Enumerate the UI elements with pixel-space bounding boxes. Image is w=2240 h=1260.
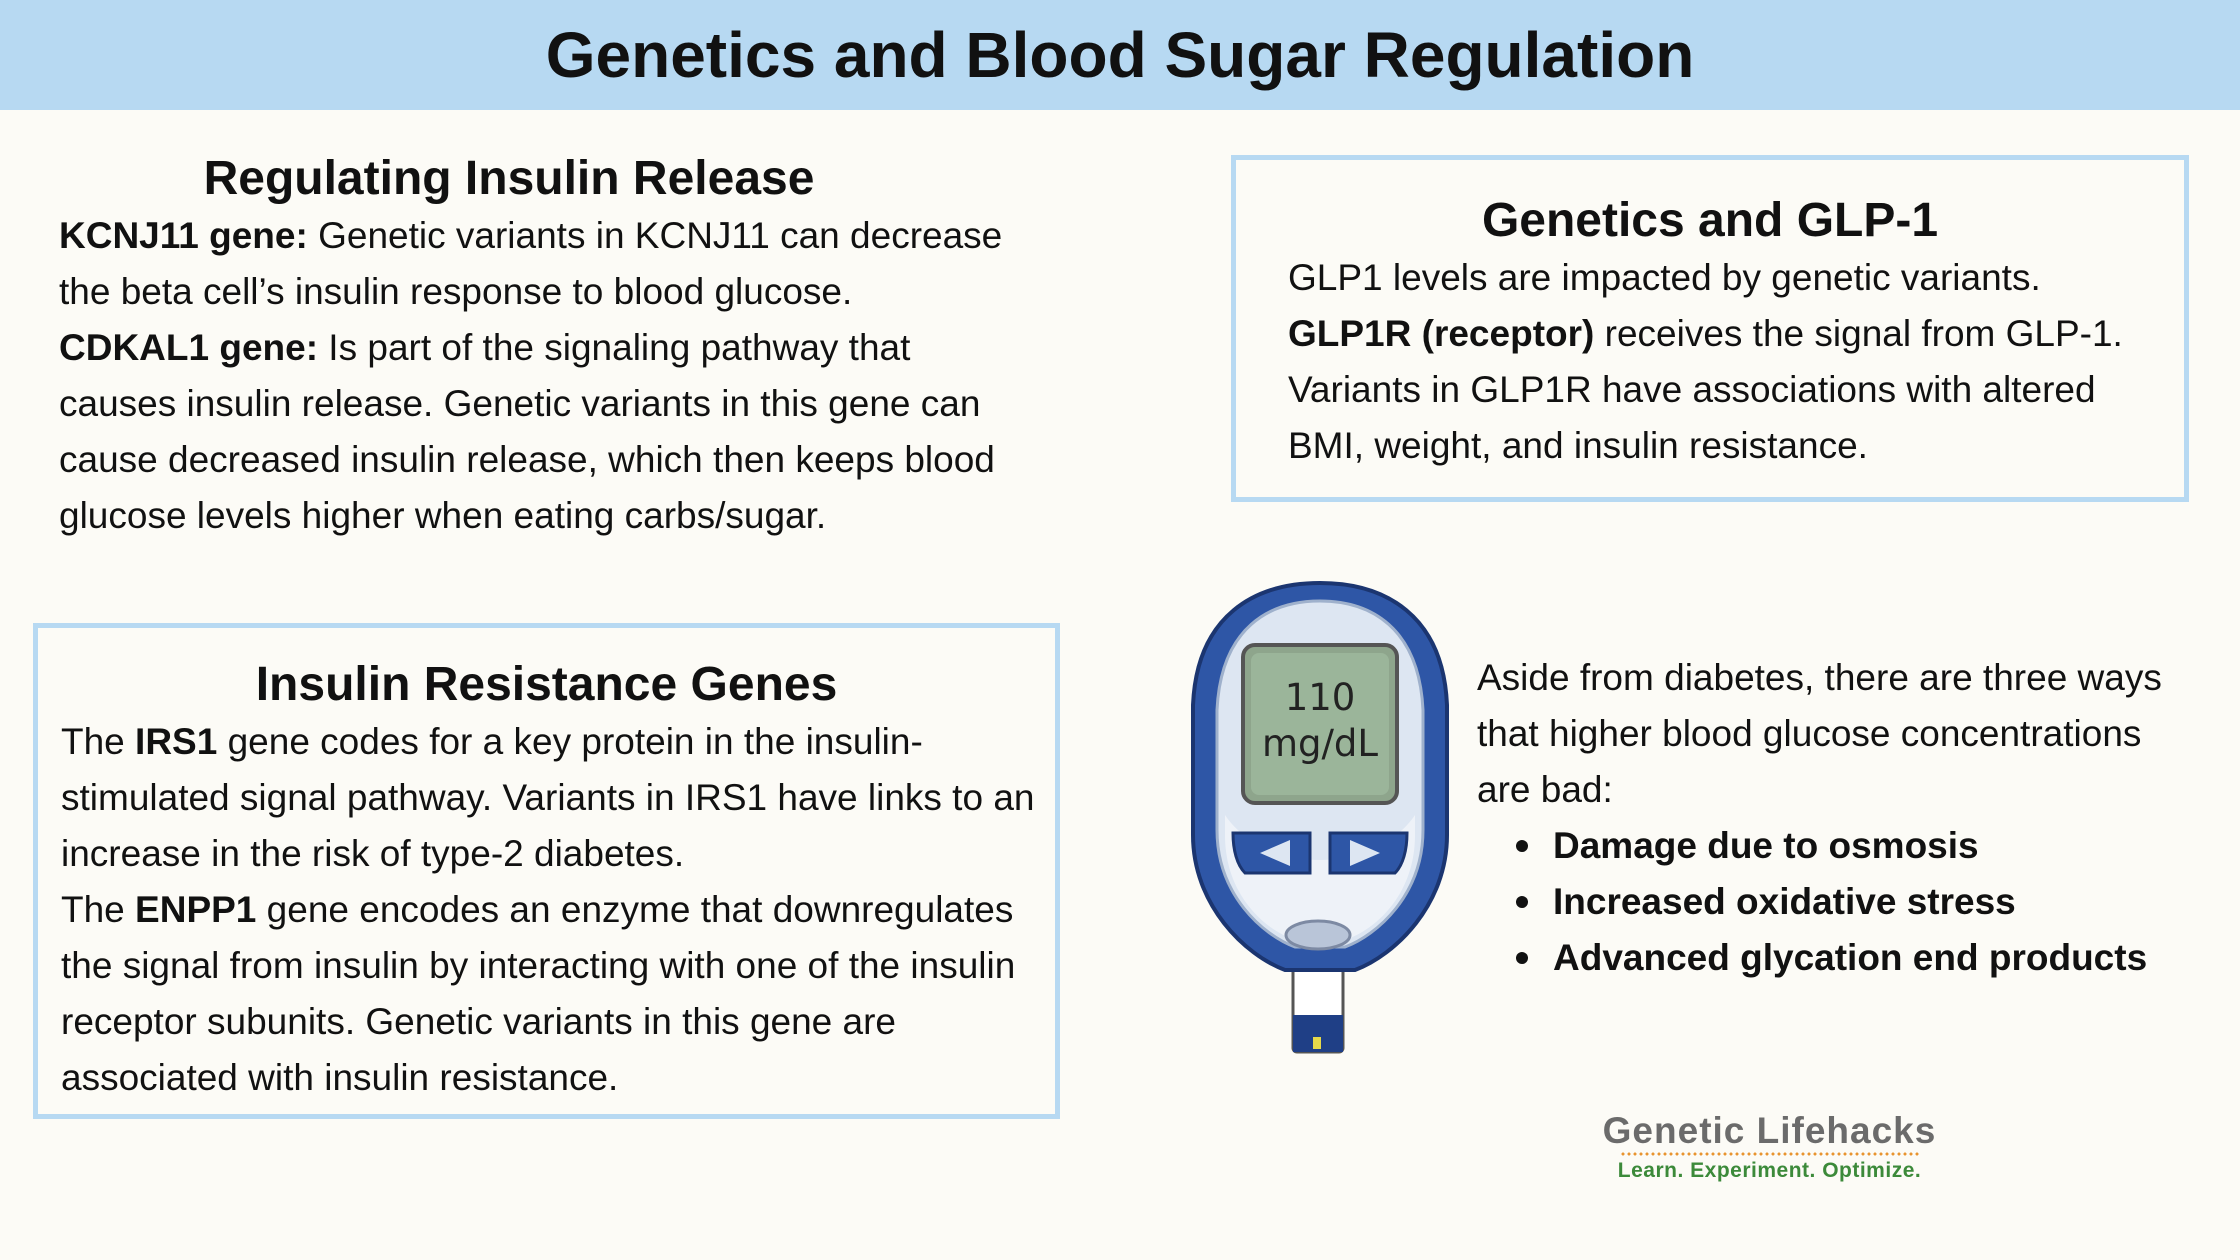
glp1-line1: GLP1 levels are impacted by genetic vari… (1288, 257, 2041, 298)
insulin-release-heading: Regulating Insulin Release (203, 152, 815, 205)
aside-section: Aside from diabetes, there are three way… (1477, 650, 2197, 986)
logo-dotted-line (1619, 1152, 1920, 1156)
insulin-release-section: Regulating Insulin Release KCNJ11 gene: … (59, 150, 1059, 544)
aside-intro: Aside from diabetes, there are three way… (1477, 657, 2162, 810)
title-banner: Genetics and Blood Sugar Regulation (0, 0, 2240, 110)
glp1-box: Genetics and GLP-1 GLP1 levels are impac… (1231, 155, 2189, 502)
meter-reading-value: 110 (1284, 676, 1356, 719)
irs1-label: IRS1 (135, 721, 218, 762)
glp1-heading: Genetics and GLP-1 (1481, 194, 1939, 247)
enpp1-label: ENPP1 (135, 889, 257, 930)
aside-list: Damage due to osmosis Increased oxidativ… (1477, 818, 2197, 986)
logo-brand: Genetic Lifehacks (1602, 1110, 1937, 1151)
cdkal1-text: Is part of the signaling pathway that ca… (59, 327, 995, 536)
insulin-resistance-heading: Insulin Resistance Genes (255, 658, 838, 711)
kcnj11-label: KCNJ11 gene: (59, 215, 308, 256)
genetic-lifehacks-logo: Genetic Lifehacks Learn. Experiment. Opt… (1597, 1110, 1942, 1184)
insulin-release-text: KCNJ11 gene: Genetic variants in KCNJ11 … (59, 208, 1019, 544)
list-item: Advanced glycation end products (1516, 930, 2197, 986)
kcnj11-text: Genetic variants in KCNJ11 can decrease … (59, 215, 1003, 312)
meter-reading-unit: mg/dL (1261, 722, 1379, 765)
insulin-resistance-box: Insulin Resistance Genes The IRS1 gene c… (33, 623, 1060, 1119)
list-item: Damage due to osmosis (1516, 818, 2197, 874)
glucose-meter-icon: 110 mg/dL (1185, 575, 1455, 1065)
irs1-prefix: The (61, 721, 136, 762)
glp1-text: GLP1 levels are impacted by genetic vari… (1236, 250, 2158, 474)
list-item: Increased oxidative stress (1516, 874, 2197, 930)
enpp1-prefix: The (61, 889, 136, 930)
irs1-text: gene codes for a key protein in the insu… (61, 721, 1035, 874)
cdkal1-label: CDKAL1 gene: (59, 327, 319, 368)
page-title: Genetics and Blood Sugar Regulation (545, 19, 1695, 91)
glp1r-label: GLP1R (receptor) (1288, 313, 1595, 354)
logo-tagline: Learn. Experiment. Optimize. (1617, 1159, 1922, 1182)
meter-reading: 110 mg/dL (1251, 675, 1389, 767)
enpp1-text: gene encodes an enzyme that downregulate… (61, 889, 1016, 1098)
insulin-resistance-text: The IRS1 gene codes for a key protein in… (38, 714, 1055, 1106)
glp1r-text: receives the signal from GLP-1. Variants… (1288, 313, 2123, 466)
